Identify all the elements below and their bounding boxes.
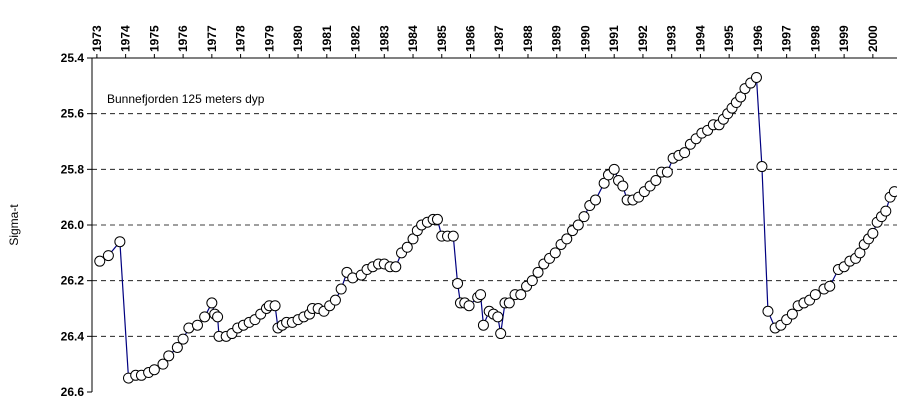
data-point [171,341,183,353]
data-point [463,300,475,312]
data-point [786,308,798,320]
x-tick-label: 1973 [90,25,104,52]
data-point [148,364,160,376]
data-point [477,319,489,331]
x-tick-label: 1996 [751,25,765,52]
data-point [888,186,897,198]
y-tick-label: 26.2 [61,274,85,288]
x-tick-label: 1991 [607,25,621,52]
data-point [199,311,211,323]
data-point [809,289,821,301]
data-point [526,275,538,287]
data-point [679,147,691,159]
data-point [549,247,561,259]
data-point [212,311,224,323]
data-point [532,266,544,278]
data-point [650,174,662,186]
x-tick-label: 1976 [176,25,190,52]
x-tick-label: 1989 [550,25,564,52]
data-point [867,227,879,239]
data-point [661,166,673,178]
data-point [475,289,487,301]
x-tick-label: 1985 [435,25,449,52]
x-tick-label: 1977 [205,25,219,52]
data-point [447,230,459,242]
x-tick-label: 1975 [147,25,161,52]
data-point [157,358,169,370]
data-point [401,241,413,253]
data-point [880,205,892,217]
data-point [191,319,203,331]
data-point [390,261,402,273]
data-point [561,233,573,245]
x-tick-label: 1999 [837,25,851,52]
x-tick-label: 1974 [119,25,133,52]
annotation: Bunnefjorden 125 meters dyp [107,92,265,106]
data-point [572,219,584,231]
x-tick-label: 1998 [808,25,822,52]
y-tick-label: 25.6 [61,107,85,121]
data-point [608,163,620,175]
x-tick-label: 1986 [464,25,478,52]
data-point [102,250,114,262]
x-tick-label: 2000 [866,25,880,52]
data-point [177,333,189,345]
y-tick-label: 26.0 [61,218,85,232]
x-tick-label: 1995 [722,25,736,52]
x-tick-label: 1993 [665,25,679,52]
data-point [750,71,762,83]
data-point [515,289,527,301]
data-point [206,297,218,309]
data-point [824,280,836,292]
x-tick-label: 1990 [578,25,592,52]
x-tick-label: 1980 [291,25,305,52]
data-point [503,297,515,309]
y-axis-label: Sigma-t [7,204,21,246]
data-point [94,255,106,267]
x-tick-label: 1992 [636,25,650,52]
x-tick-label: 1978 [234,25,248,52]
data-point [335,283,347,295]
x-tick-label: 1994 [693,25,707,52]
data-point [495,328,507,340]
y-tick-label: 26.4 [61,329,85,343]
data-point [590,194,602,206]
data-point [492,311,504,323]
data-point [269,300,281,312]
y-tick-label: 25.4 [61,51,85,65]
y-tick-label: 25.8 [61,162,85,176]
data-point [617,180,629,192]
data-point [762,305,774,317]
data-point [756,161,768,173]
y-tick-label: 26.6 [61,385,85,399]
data-point [163,350,175,362]
x-tick-label: 1979 [262,25,276,52]
x-tick-label: 1982 [349,25,363,52]
x-tick-label: 1997 [780,25,794,52]
x-tick-label: 1988 [521,25,535,52]
x-tick-label: 1987 [492,25,506,52]
data-point [452,277,464,289]
x-tick-label: 1981 [320,25,334,52]
x-tick-label: 1983 [377,25,391,52]
data-point [329,294,341,306]
data-point [578,211,590,223]
x-tick-label: 1984 [406,25,420,52]
data-point [114,236,126,248]
data-point [431,213,443,225]
